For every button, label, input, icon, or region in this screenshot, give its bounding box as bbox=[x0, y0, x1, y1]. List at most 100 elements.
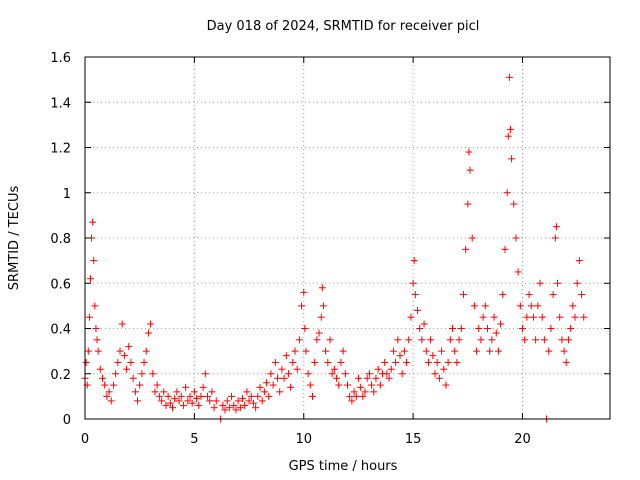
data-point bbox=[86, 275, 94, 283]
data-point bbox=[140, 358, 148, 366]
axis-ticks bbox=[84, 56, 610, 420]
data-point bbox=[164, 392, 172, 400]
data-point bbox=[186, 392, 194, 400]
data-point bbox=[293, 365, 301, 373]
data-point bbox=[578, 291, 586, 299]
data-point bbox=[567, 325, 575, 332]
data-point bbox=[252, 404, 260, 412]
data-point bbox=[497, 320, 505, 328]
data-point bbox=[234, 397, 242, 405]
data-point bbox=[359, 392, 367, 400]
y-tick-label: 0.8 bbox=[50, 232, 71, 247]
data-point bbox=[109, 381, 117, 389]
data-point bbox=[506, 125, 514, 133]
data-point bbox=[569, 302, 577, 310]
data-point bbox=[127, 358, 135, 366]
data-point bbox=[418, 336, 426, 344]
data-point bbox=[324, 358, 332, 366]
data-point bbox=[438, 347, 446, 355]
data-point bbox=[431, 370, 439, 378]
data-point bbox=[348, 397, 356, 405]
data-point bbox=[147, 320, 155, 328]
data-point bbox=[134, 397, 141, 405]
data-point bbox=[407, 313, 415, 321]
data-point bbox=[479, 313, 487, 321]
data-point bbox=[414, 306, 421, 314]
data-point bbox=[444, 358, 452, 366]
data-point bbox=[249, 399, 257, 407]
data-point bbox=[494, 347, 502, 355]
data-point bbox=[260, 388, 268, 396]
y-tick-label: 1 bbox=[63, 187, 71, 202]
data-point bbox=[301, 325, 309, 332]
data-point bbox=[529, 313, 537, 321]
data-point bbox=[424, 358, 432, 366]
data-point bbox=[282, 352, 290, 360]
x-tick-label: 20 bbox=[514, 432, 531, 447]
data-point bbox=[523, 313, 531, 321]
data-point bbox=[354, 374, 362, 382]
data-point bbox=[236, 404, 244, 412]
data-point bbox=[545, 347, 553, 355]
data-point bbox=[435, 374, 443, 382]
data-point bbox=[313, 336, 321, 344]
data-point bbox=[411, 291, 419, 299]
data-point bbox=[370, 388, 378, 396]
data-point bbox=[144, 329, 152, 337]
data-point bbox=[206, 397, 214, 405]
data-point bbox=[416, 325, 424, 332]
data-point bbox=[374, 365, 382, 373]
data-point bbox=[105, 388, 113, 396]
data-point bbox=[503, 189, 511, 197]
data-point bbox=[499, 291, 507, 299]
data-point bbox=[420, 320, 428, 328]
data-point bbox=[457, 325, 465, 332]
data-point bbox=[142, 347, 150, 355]
data-point bbox=[510, 200, 518, 208]
data-point bbox=[103, 392, 111, 400]
data-point bbox=[394, 336, 402, 344]
data-point bbox=[175, 397, 183, 405]
data-point bbox=[93, 336, 101, 344]
data-point bbox=[475, 325, 483, 332]
data-point bbox=[160, 388, 168, 396]
data-point bbox=[112, 370, 120, 378]
data-point bbox=[440, 365, 448, 373]
data-point bbox=[477, 336, 485, 344]
data-point bbox=[558, 336, 566, 344]
data-point bbox=[459, 291, 467, 299]
data-point bbox=[465, 148, 473, 156]
data-point bbox=[162, 401, 170, 409]
data-point bbox=[392, 358, 400, 366]
data-point bbox=[120, 352, 128, 360]
y-tick-label: 0.4 bbox=[50, 323, 71, 338]
data-point bbox=[96, 365, 104, 373]
data-point bbox=[516, 302, 524, 310]
data-point bbox=[91, 302, 99, 310]
data-point bbox=[387, 365, 395, 373]
data-point bbox=[505, 73, 513, 81]
data-point bbox=[107, 397, 115, 405]
data-point bbox=[556, 313, 564, 321]
data-point bbox=[300, 288, 308, 296]
data-point bbox=[94, 347, 102, 355]
data-point bbox=[295, 336, 303, 344]
data-point bbox=[422, 347, 430, 355]
data-point bbox=[269, 381, 277, 389]
data-point bbox=[258, 397, 266, 405]
data-point bbox=[490, 313, 498, 321]
data-point bbox=[195, 401, 203, 409]
data-point bbox=[99, 374, 106, 382]
data-point bbox=[409, 279, 417, 287]
data-point bbox=[239, 395, 246, 403]
data-point bbox=[177, 392, 185, 400]
x-tick-labels: 0 5 10 15 20 bbox=[81, 432, 531, 447]
data-point bbox=[188, 399, 196, 407]
data-point bbox=[361, 388, 369, 396]
data-point bbox=[446, 336, 454, 344]
data-point bbox=[151, 388, 159, 396]
data-point bbox=[92, 325, 100, 332]
data-point bbox=[551, 234, 559, 242]
data-point bbox=[319, 302, 327, 310]
